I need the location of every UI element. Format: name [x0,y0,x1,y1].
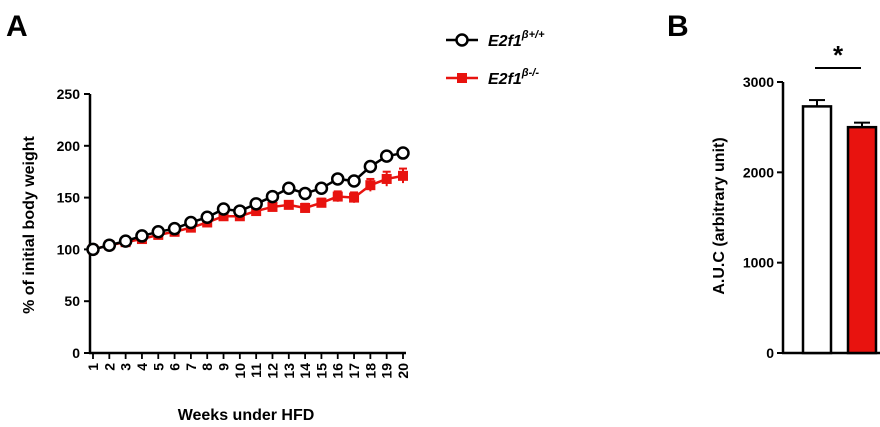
x-tick-label: 8 [199,363,215,371]
y-tick-label: 1000 [743,255,774,271]
data-point-ko [398,170,408,181]
auc-bar-chart: 0 1000 2000 3000 A.U.C (arbitrary unit) * [711,40,880,361]
data-point-ko [218,211,229,222]
data-point-wt [86,242,100,257]
y-tick-label: 0 [766,345,774,361]
data-point-wt [396,146,410,160]
data-point-wt [379,149,394,163]
data-point-wt [184,215,198,230]
data-point-wt [216,202,231,216]
x-tick-label: 19 [379,363,395,379]
legend-wt-label: E2f1β+/+ [488,29,545,50]
y-tick-label: 100 [57,241,81,257]
data-point-wt [102,238,117,253]
x-tick-label: 14 [297,363,313,379]
data-point-wt [330,172,345,186]
line-chart-y-ticks: 0 50 100 150 200 250 [57,86,90,361]
bar-chart-bars [801,99,878,355]
x-tick-label: 1 [85,363,101,371]
legend: E2f1β+/+ E2f1β-/- [446,29,545,88]
x-tick-label: 17 [346,363,362,379]
x-tick-label: 15 [313,363,329,379]
significance-marker: * [833,40,844,70]
data-point-ko [300,202,311,213]
legend-wt-base: E2f1 [488,33,522,50]
line-chart-series [86,146,410,257]
data-point-ko [283,199,294,210]
x-tick-label: 11 [248,363,264,378]
data-point-wt [265,189,280,204]
y-tick-label: 150 [57,190,81,206]
y-tick-label: 3000 [743,74,774,90]
x-tick-label: 20 [395,363,411,379]
legend-wt-superscript: β+/+ [521,29,545,41]
series-wt [86,146,410,257]
y-tick-label: 250 [57,86,81,102]
data-point-wt [118,234,133,248]
y-tick-label: 200 [57,138,81,154]
x-tick-label: 16 [330,363,346,379]
x-tick-label: 18 [362,363,378,379]
bar-wt [801,105,833,355]
x-tick-label: 13 [281,363,297,379]
data-point-wt [200,210,214,225]
data-point-ko [267,201,278,212]
line-chart-x-axis-label: Weeks under HFD [178,407,315,424]
bar-chart-y-axis-label: A.U.C (arbitrary unit) [711,137,728,294]
y-tick-label: 0 [72,345,80,361]
legend-item-ko: E2f1β-/- [446,67,539,88]
y-tick-label: 2000 [743,164,774,180]
bar-ko [846,125,878,355]
x-tick-label: 9 [216,363,232,371]
line-chart-x-ticks: 1 2 3 4 5 6 7 8 9 10 11 12 13 14 15 16 17 18 19 20 [85,353,411,379]
x-tick-label: 10 [232,363,248,379]
x-tick-label: 12 [264,363,280,379]
data-point-ko [316,197,327,208]
x-tick-label: 2 [101,363,117,371]
x-tick-label: 7 [183,363,199,371]
legend-ko-marker [457,73,467,83]
data-point-wt [135,229,149,243]
data-point-wt [363,159,378,174]
data-point-ko [332,191,343,202]
x-tick-label: 4 [134,363,150,371]
legend-ko-label: E2f1β-/- [488,67,539,88]
data-point-ko [251,206,262,217]
panel-b-letter: B [667,10,689,43]
data-point-wt [249,197,263,211]
line-chart-axes [88,94,406,355]
data-point-ko [349,192,360,203]
legend-ko-superscript: β-/- [521,67,540,79]
data-point-wt [298,186,312,201]
data-point-ko [381,173,392,184]
data-point-wt [233,204,247,218]
x-tick-label: 6 [167,363,183,371]
data-point-ko [365,180,376,191]
legend-ko-base: E2f1 [488,71,522,88]
data-point-wt [282,181,296,196]
x-tick-label: 3 [118,363,134,371]
y-tick-label: 50 [64,293,80,309]
panel-a-letter: A [6,10,28,43]
line-chart-y-axis-label: % of initial body weight [21,135,38,313]
legend-item-wt: E2f1β+/+ [446,29,545,50]
data-point-wt [167,221,182,236]
bar-chart-y-ticks: 0 1000 2000 3000 [743,74,783,361]
data-point-wt [347,174,361,188]
data-point-wt [151,225,166,239]
x-tick-label: 5 [150,363,166,371]
legend-wt-marker [455,33,469,47]
data-point-wt [314,181,329,196]
